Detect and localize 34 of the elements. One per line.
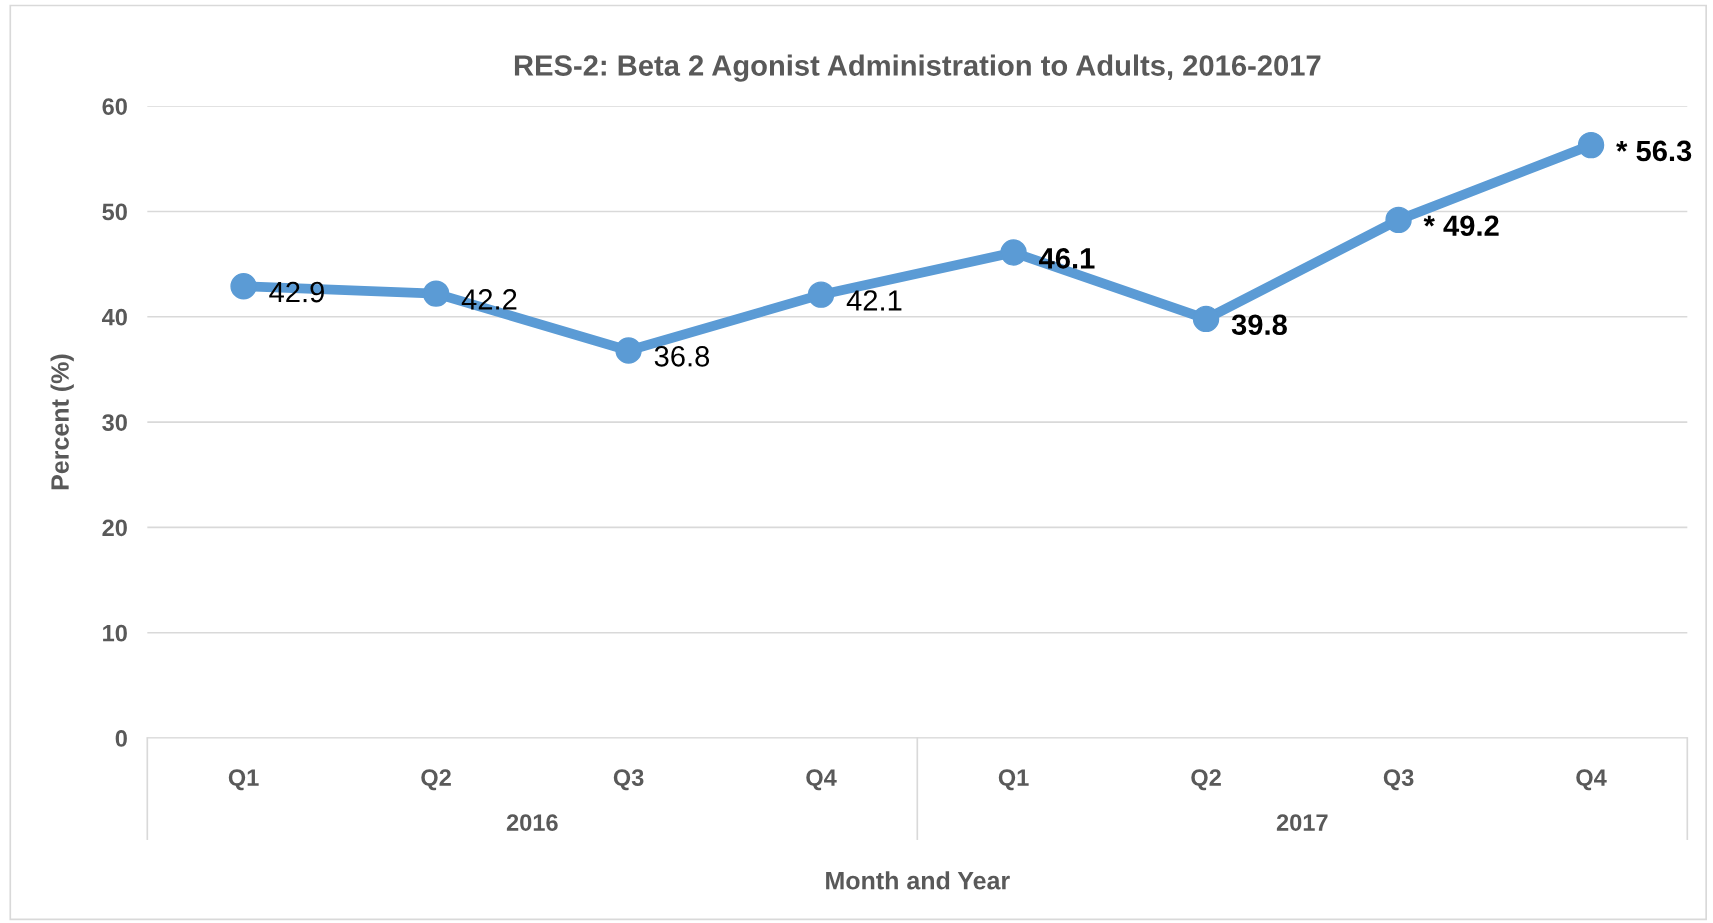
x-tick-label: Q1 <box>998 769 1029 791</box>
x-tick-label: Q3 <box>1383 769 1414 791</box>
text: 2016 <box>506 814 558 831</box>
data-label: 46.1 <box>1039 248 1095 269</box>
data-label: 36.8 <box>654 345 710 367</box>
data-label: * 49.2 <box>1423 215 1499 237</box>
point <box>1577 131 1605 159</box>
x-tick-label: Q2 <box>1191 769 1221 791</box>
data-label: 39.8 <box>1231 314 1287 336</box>
text: 2017 <box>1276 814 1328 831</box>
point <box>1192 305 1220 333</box>
data-label: 42.1 <box>846 290 902 311</box>
y-tick-label: 40 <box>101 308 127 326</box>
y-tick-label: 30 <box>102 414 127 431</box>
x-axis-title: Month and Year <box>826 871 1010 890</box>
y-tick-label: 50 <box>102 203 127 221</box>
point <box>422 280 450 307</box>
point <box>1385 206 1412 234</box>
point <box>1000 239 1027 266</box>
x-tick-label: Q1 <box>228 769 259 791</box>
y-tick-label: 10 <box>103 624 127 642</box>
x-tick-label: Q2 <box>421 769 451 791</box>
x-tick-label: Q4 <box>1576 769 1607 791</box>
y-tick-label: 20 <box>102 519 127 537</box>
x-tick-label: Q4 <box>806 769 837 791</box>
chart-title: RES-2: Beta 2 Agonist Administration to Adults, 2016-2017 <box>514 54 1321 82</box>
x-tick-label: Q3 <box>613 769 644 791</box>
point <box>807 281 835 308</box>
point <box>230 273 257 300</box>
y-axis-title: Percent (%) <box>50 354 74 490</box>
y-tick-label: 0 <box>115 730 127 747</box>
point <box>615 337 642 364</box>
data-label: * 56.3 <box>1616 140 1692 162</box>
y-tick-label: 60 <box>102 98 127 115</box>
